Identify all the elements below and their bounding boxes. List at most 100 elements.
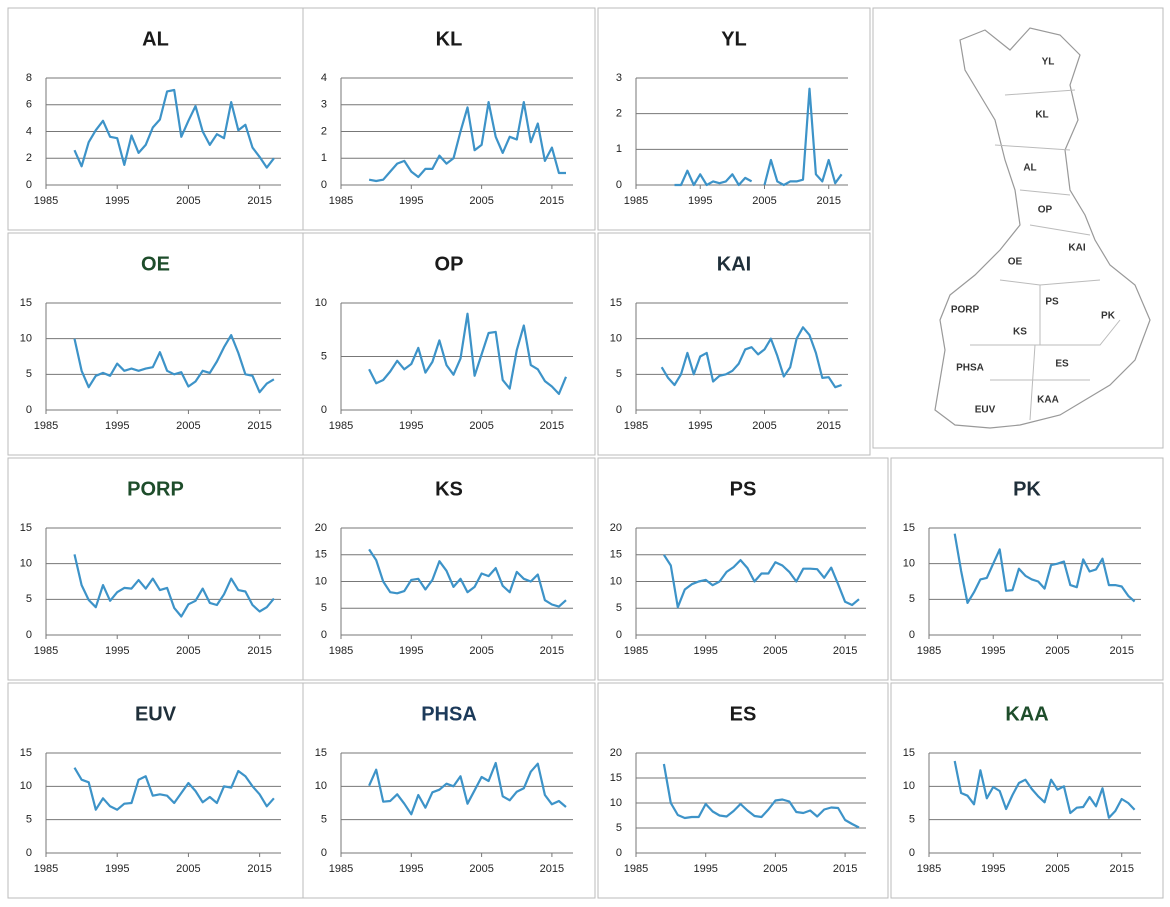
chart-title: PHSA [421,703,477,725]
chart-title: EUV [135,703,177,725]
data-line [73,554,275,618]
x-tick-label: 1985 [624,645,648,657]
x-tick-label: 2015 [1109,863,1133,875]
chart-title: OP [435,253,464,275]
x-tick-label: 1995 [105,645,129,657]
x-tick-label: 1995 [693,645,717,657]
x-tick-label: 1995 [399,863,423,875]
y-tick-label: 10 [903,558,915,570]
x-tick-label: 1985 [34,420,58,432]
map-outline [934,27,1151,429]
x-tick-label: 1995 [399,195,423,207]
y-tick-label: 5 [321,814,327,826]
y-tick-label: 2 [616,108,622,120]
x-tick-label: 2015 [247,645,271,657]
y-tick-label: 5 [909,593,915,605]
chart-title: PORP [127,478,184,500]
chart-title: AL [142,28,169,50]
y-tick-label: 5 [26,814,32,826]
chart-panel: KS 0 5 10 15 20 1985 1995 2005 2015 [302,457,596,681]
region-label: OP [1038,205,1053,216]
data-line [953,533,1136,604]
y-tick-label: 15 [610,549,622,561]
chart-title: KS [435,478,463,500]
data-line [73,88,275,169]
y-tick-label: 4 [321,72,327,84]
y-tick-label: 15 [20,522,32,534]
region-label: KL [1035,110,1048,121]
panel-frame [597,232,871,456]
y-tick-label: 5 [909,814,915,826]
y-tick-label: 3 [321,99,327,111]
x-tick-label: 1985 [34,645,58,657]
y-tick-label: 5 [321,602,327,614]
y-tick-label: 20 [610,522,622,534]
x-tick-label: 2015 [247,863,271,875]
y-tick-label: 1 [616,143,622,155]
x-tick-label: 2015 [833,645,857,657]
y-tick-label: 10 [610,333,622,345]
y-tick-label: 0 [616,179,622,191]
x-tick-label: 2015 [816,420,840,432]
region-label: PK [1101,311,1116,322]
y-tick-label: 15 [315,747,327,759]
data-line [660,326,842,389]
chart-title: KAA [1005,703,1048,725]
chart-panel: YL 0 1 2 3 1985 1995 2005 2015 [597,7,871,231]
x-tick-label: 2015 [540,645,564,657]
y-tick-label: 0 [321,404,327,416]
x-tick-label: 2005 [1045,645,1069,657]
x-tick-label: 2005 [469,645,493,657]
panel-frame [597,682,889,899]
y-tick-label: 0 [26,629,32,641]
x-tick-label: 1995 [399,420,423,432]
panel-frame [890,682,1164,899]
y-tick-label: 5 [26,368,32,380]
panel-frame [890,457,1164,681]
chart-title: ES [730,703,757,725]
y-tick-label: 1 [321,152,327,164]
y-tick-label: 15 [610,297,622,309]
chart-title: OE [141,253,170,275]
x-tick-label: 2005 [469,420,493,432]
y-tick-label: 5 [321,350,327,362]
data-line [73,334,275,394]
y-tick-label: 10 [20,558,32,570]
y-tick-label: 10 [315,575,327,587]
x-tick-label: 1995 [688,195,712,207]
panel-frame [302,232,596,456]
chart-title: KAI [717,253,751,275]
region-label: YL [1042,57,1055,68]
x-tick-label: 2015 [1109,645,1133,657]
y-tick-label: 10 [903,780,915,792]
chart-title: KL [436,28,463,50]
chart-title: PK [1013,478,1041,500]
y-tick-label: 5 [616,822,622,834]
chart-title: YL [721,28,747,50]
data-line [368,548,567,608]
chart-panel: KL 0 1 2 3 4 1985 1995 2005 2015 [302,7,596,231]
x-tick-label: 1985 [34,863,58,875]
region-label: EUV [975,405,996,416]
y-tick-label: 8 [26,72,32,84]
x-tick-label: 1985 [624,863,648,875]
x-tick-label: 1985 [624,420,648,432]
data-line [662,763,860,829]
x-tick-label: 1985 [624,195,648,207]
data-line [368,312,568,395]
region-label: PS [1045,297,1059,308]
y-tick-label: 0 [616,629,622,641]
x-tick-label: 2005 [176,863,200,875]
y-tick-label: 10 [315,780,327,792]
region-label: KAI [1068,243,1085,254]
y-tick-label: 0 [26,847,32,859]
data-line [674,87,843,187]
chart-panel: PS 0 5 10 15 20 1985 1995 2005 2015 [597,457,889,681]
x-tick-label: 1995 [981,645,1005,657]
x-tick-label: 1995 [105,195,129,207]
chart-panel: ES 0 5 10 15 20 1985 1995 2005 2015 [597,682,889,899]
x-tick-label: 1985 [917,645,941,657]
y-tick-label: 15 [610,772,622,784]
x-tick-label: 2015 [540,420,564,432]
x-tick-label: 2015 [540,195,564,207]
